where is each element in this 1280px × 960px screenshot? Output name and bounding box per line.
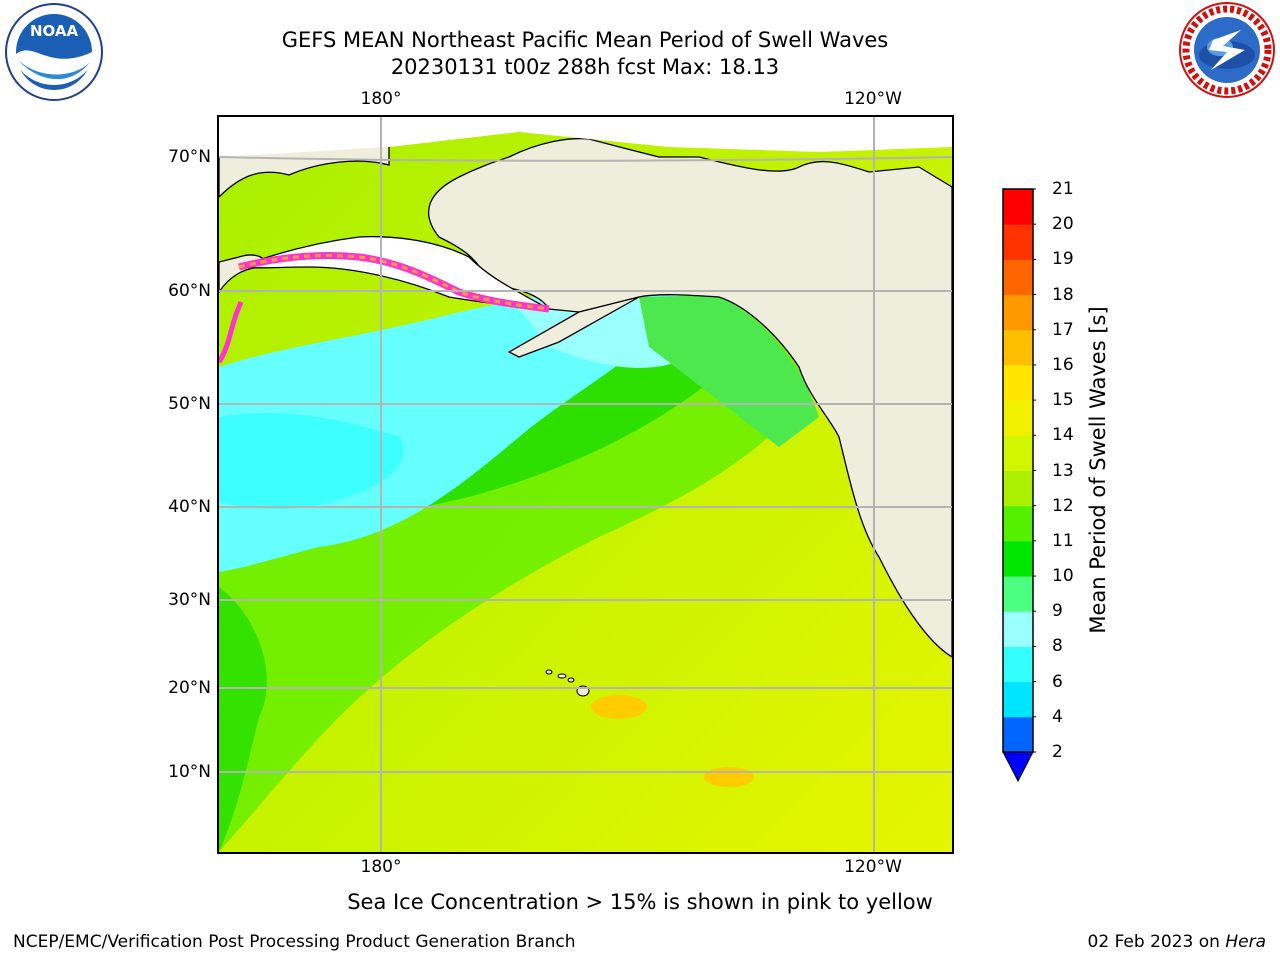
noaa-logo: NOAA — [5, 3, 103, 101]
chart-title: GEFS MEAN Northeast Pacific Mean Period … — [281, 28, 889, 52]
swell-period-map — [219, 117, 952, 852]
lon-label-bottom-180: 180° — [360, 857, 402, 877]
colorbar-label: Mean Period of Swell Waves [s] — [1086, 306, 1110, 634]
sea-ice-note: Sea Ice Concentration > 15% is shown in … — [347, 890, 933, 914]
colorbar-tick-label: 8 — [1052, 636, 1063, 657]
colorbar-swatch — [1003, 646, 1033, 683]
green-edge-region — [219, 587, 267, 852]
coastal-green-region — [639, 295, 819, 447]
colorbar-swatch — [1003, 435, 1033, 471]
green-swell-region — [219, 287, 819, 852]
colorbar-swatch — [1003, 576, 1033, 612]
colorbar-swatch — [1003, 294, 1033, 331]
footer-date-text: 02 Feb 2023 on — [1087, 932, 1226, 952]
colorbar — [1002, 188, 1036, 783]
colorbar-swatch — [1003, 681, 1033, 718]
lat-label-20n: 20°N — [168, 678, 211, 698]
colorbar-swatch — [1003, 470, 1033, 507]
colorbar-swatch — [1003, 716, 1033, 753]
arctic-ocean — [219, 117, 952, 157]
colorbar-swatch — [1003, 364, 1033, 401]
colorbar-tick-label: 16 — [1052, 354, 1074, 375]
lon-label-top-180: 180° — [360, 89, 402, 109]
colorbar-swatch — [1003, 505, 1033, 542]
colorbar-tick-label: 11 — [1052, 530, 1074, 551]
sea-ice-edge-inner — [238, 253, 550, 311]
lon-label-top-120w: 120°W — [844, 89, 902, 109]
colorbar-swatch — [1003, 189, 1033, 225]
colorbar-tick-label: 14 — [1052, 425, 1074, 446]
colorbar-tick-label: 18 — [1052, 284, 1074, 305]
colorbar-tick-label: 10 — [1052, 566, 1074, 587]
colorbar-extend-arrow — [1002, 751, 1034, 783]
sea-ice-west — [219, 301, 244, 364]
cyan-swell-region — [219, 290, 689, 572]
lat-label-10n: 10°N — [168, 762, 211, 782]
colorbar-tick-label: 12 — [1052, 495, 1074, 516]
footer-host: Hera — [1225, 932, 1266, 952]
nws-logo — [1179, 2, 1275, 98]
colorbar-tick-label: 15 — [1052, 390, 1074, 411]
bright-cyan-region — [219, 413, 404, 510]
graticule — [219, 117, 952, 852]
colorbar-tick-label: 17 — [1052, 319, 1074, 340]
colorbar-swatch — [1003, 540, 1033, 577]
colorbar-swatch — [1003, 329, 1033, 366]
lon-label-bottom-120w: 120°W — [844, 857, 902, 877]
lat-label-60n: 60°N — [168, 281, 211, 301]
lat-label-50n: 50°N — [168, 394, 211, 414]
colorbar-tick-label: 6 — [1052, 671, 1063, 692]
footer-date: 02 Feb 2023 on Hera — [1088, 932, 1266, 952]
colorbar-tick-label: 20 — [1052, 214, 1074, 235]
chart-subtitle: 20230131 t00z 288h fcst Max: 18.13 — [390, 55, 780, 79]
colorbar-swatch — [1003, 611, 1033, 647]
noaa-logo-text: NOAA — [30, 22, 79, 40]
colorbar-tick-label: 13 — [1052, 460, 1074, 481]
colorbar-tick-label: 21 — [1052, 179, 1074, 199]
lat-label-70n: 70°N — [168, 147, 211, 167]
colorbar-swatch — [1003, 224, 1033, 260]
colorbar-tick-label: 9 — [1052, 601, 1063, 622]
high-period-spot — [704, 767, 754, 787]
colorbar-tick-label: 19 — [1052, 249, 1074, 270]
colorbar-tick-label: 2 — [1052, 742, 1063, 762]
colorbar-tick-label: 4 — [1052, 706, 1063, 727]
land-north-america — [428, 137, 952, 658]
lat-label-40n: 40°N — [168, 497, 211, 517]
land-alaska-peninsula — [507, 296, 640, 358]
footer-credit: NCEP/EMC/Verification Post Processing Pr… — [13, 932, 576, 952]
lat-label-30n: 30°N — [168, 590, 211, 610]
colorbar-swatch — [1003, 259, 1033, 296]
high-period-spot — [591, 695, 647, 719]
map-panel — [217, 115, 954, 854]
colorbar-swatch — [1003, 400, 1033, 436]
landmass — [219, 117, 952, 658]
